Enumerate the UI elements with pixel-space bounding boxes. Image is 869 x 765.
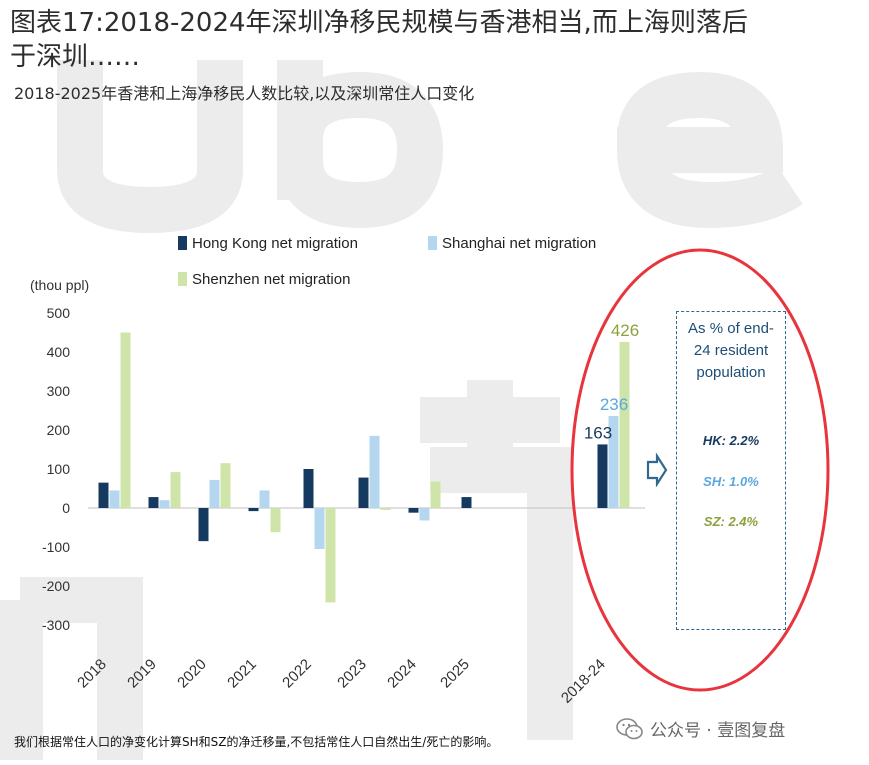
legend-label: Shanghai net migration (442, 235, 596, 252)
bar-2023-hong (358, 477, 369, 508)
bar-2018-hong (98, 482, 109, 508)
bar-2020-shanghai (209, 479, 220, 508)
bar-2020-hong (198, 508, 209, 542)
data-label-shenzhen: 426 (611, 321, 639, 340)
footnote: 我们根据常住人口的净变化计算SH和SZ的净迁移量,不包括常住人口自然出生/死亡的… (14, 735, 499, 749)
y-tick-label: -200 (42, 578, 70, 594)
y-tick-label: -300 (42, 617, 70, 633)
bar-2023-shanghai (369, 435, 380, 508)
heading-line-2: 24 resident (693, 342, 769, 359)
bar-2020-shenzhen (220, 463, 231, 508)
bar-2021-shenzhen (270, 508, 281, 533)
bar-2022-hong (303, 469, 314, 508)
y-tick-label: 0 (62, 500, 70, 516)
bar-2021-shanghai (259, 490, 270, 508)
x-tick-label: 2019 (124, 656, 160, 692)
y-axis-label: (thou ppl) (30, 277, 89, 293)
bar-2024-hong (408, 508, 419, 513)
bar-2024-shanghai (419, 508, 430, 521)
x-tick-label: 2018-24 (558, 656, 609, 707)
bar-2018-24-shenzhen (619, 341, 630, 508)
y-tick-label: 300 (47, 383, 71, 399)
x-tick-label: 2020 (174, 656, 210, 692)
x-tick-label: 2024 (384, 656, 420, 692)
legend-swatch (178, 272, 187, 286)
bar-2022-shenzhen (325, 508, 336, 603)
x-tick-label: 2021 (224, 656, 260, 692)
heading-line-1: As % of end- (688, 320, 774, 337)
wechat-watermark: 公众号 · 壹图复盘 (616, 716, 785, 741)
bar-2024-shenzhen (430, 481, 441, 508)
bar-2019-hong (148, 497, 159, 508)
bar-2019-shenzhen (170, 472, 181, 508)
y-tick-label: 400 (47, 344, 71, 360)
legend-swatch (428, 236, 437, 250)
y-tick-label: 100 (47, 461, 71, 477)
bar-2023-shenzhen (380, 508, 391, 510)
hk-share: HK: 2.2% (702, 433, 760, 448)
heading-line-3: population (696, 364, 766, 381)
sz-share: SZ: 2.4% (703, 514, 759, 529)
bar-2025-hong (461, 497, 472, 508)
legend-label: Hong Kong net migration (192, 235, 358, 252)
bar-2021-hong (248, 508, 259, 512)
page-title: 图表17:2018-2024年深圳净移民规模与香港相当,而上海则落后于深圳…… (10, 8, 748, 72)
bar-2018-shanghai (109, 490, 120, 508)
bar-2018-shenzhen (120, 332, 131, 508)
bar-2019-shanghai (159, 500, 170, 508)
x-tick-label: 2023 (334, 656, 370, 692)
y-tick-label: -100 (42, 539, 70, 555)
resident-share-box: As % of end- 24 resident population HK: … (676, 311, 786, 630)
y-tick-label: 500 (47, 305, 71, 321)
data-label-shanghai: 236 (600, 395, 628, 414)
wechat-label: 公众号 · 壹图复盘 (650, 721, 786, 741)
y-tick-label: 200 (47, 422, 71, 438)
legend-label: Shenzhen net migration (192, 271, 350, 288)
x-tick-label: 2018 (74, 656, 110, 692)
page-subtitle: 2018-2025年香港和上海净移民人数比较,以及深圳常住人口变化 (14, 84, 475, 103)
wechat-icon (616, 717, 643, 739)
resident-share-heading: As % of end- 24 resident population (677, 318, 785, 384)
x-tick-label: 2022 (279, 656, 315, 692)
sh-share: SH: 1.0% (703, 474, 759, 489)
data-label-hong: 163 (584, 423, 612, 442)
x-tick-label: 2025 (437, 656, 473, 692)
bar-2018-24-hong (597, 444, 608, 508)
bar-2022-shanghai (314, 508, 325, 549)
legend-swatch (178, 236, 187, 250)
right-arrow-icon (646, 453, 668, 487)
